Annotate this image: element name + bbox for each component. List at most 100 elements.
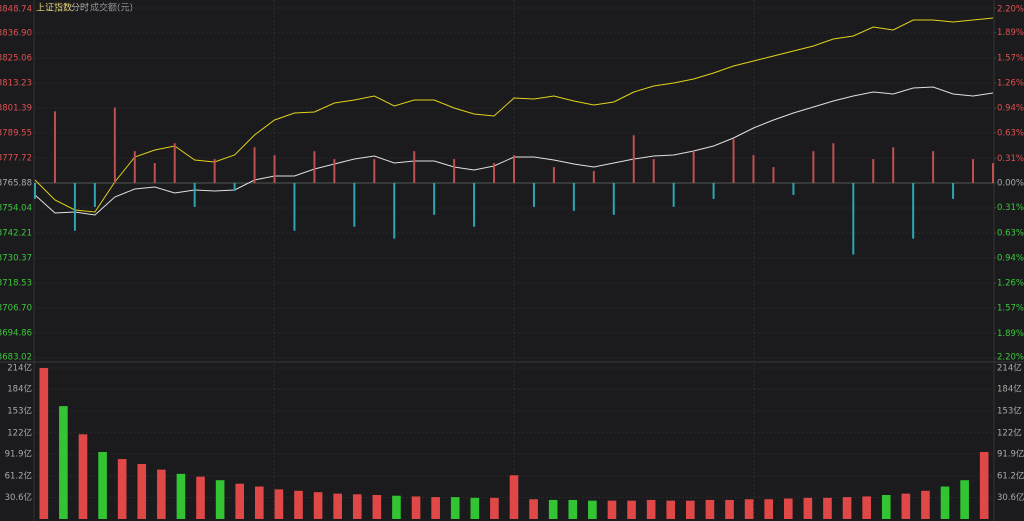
strength-bar [772, 167, 775, 183]
volume-bar [313, 492, 323, 519]
strength-bar [413, 151, 416, 183]
y2-tick-label: 0.31% [997, 203, 1024, 213]
y2-tick-label: 1.89% [997, 28, 1024, 38]
y-tick-label: 3683.02 [0, 353, 32, 363]
y-tick-label-right: 30.6亿 [997, 492, 1024, 503]
volume-bar [98, 451, 107, 519]
strength-bar [393, 183, 396, 239]
volume-bar [509, 475, 519, 519]
y-tick-label: 122亿 [7, 427, 32, 438]
volume-bar [235, 483, 245, 519]
strength-bar [672, 183, 675, 207]
volume-bar [431, 497, 440, 519]
y-tick-label-right: 61.2亿 [997, 470, 1024, 481]
strength-bar [333, 159, 336, 183]
strength-bar [692, 151, 695, 183]
strength-bar [992, 163, 994, 183]
volume-bar [78, 434, 88, 519]
volume-bar [881, 495, 891, 519]
y2-tick-label: 0.00% [997, 179, 1024, 189]
y2-tick-label: 0.94% [997, 104, 1024, 114]
y2-tick-label: 2.20% [997, 353, 1024, 363]
y-tick-label: 30.6亿 [5, 492, 32, 503]
volume-bar [274, 489, 284, 519]
volume-bar [548, 499, 558, 519]
volume-bar [627, 500, 636, 519]
volume-bar [901, 493, 911, 519]
strength-bar [53, 111, 56, 183]
strength-bar [473, 183, 476, 227]
volume-bar [783, 498, 793, 519]
y-tick-label: 3813.23 [0, 78, 32, 88]
y-tick-label: 3836.90 [0, 29, 32, 39]
volume-bar [352, 494, 362, 519]
strength-bar [652, 159, 655, 183]
volume-bar [725, 499, 734, 519]
strength-bar [273, 155, 276, 183]
volume-bar [646, 499, 656, 519]
y-tick-label: 153亿 [7, 406, 32, 417]
y-tick-label-right: 184亿 [997, 384, 1022, 395]
volume-bar [764, 499, 774, 519]
strength-bar [93, 183, 96, 207]
strength-bar [572, 183, 575, 211]
volume-bar [196, 476, 205, 519]
strength-bar [293, 183, 296, 231]
y2-tick-label: 1.26% [997, 78, 1024, 88]
strength-bar [952, 183, 955, 199]
y-tick-label-right: 122亿 [997, 427, 1022, 438]
volume-bar [294, 490, 303, 519]
strength-bar [632, 135, 635, 183]
y2-tick-label: 0.63% [997, 128, 1024, 138]
volume-bar [803, 497, 813, 519]
y-tick-label: 3848.74 [0, 5, 32, 15]
volume-bar [588, 500, 597, 519]
strength-bar [34, 183, 36, 199]
strength-bar [73, 183, 76, 231]
strength-bar [812, 151, 815, 183]
y-tick-label: 3801.39 [0, 104, 32, 114]
strength-bar [732, 139, 735, 183]
volume-bar [823, 497, 832, 519]
volume-bar [411, 496, 421, 519]
y-tick-label: 3765.88 [0, 179, 32, 189]
y-tick-label: 184亿 [7, 384, 32, 395]
strength-bar [532, 183, 535, 207]
volume-bar [392, 495, 401, 519]
volume-bar [529, 499, 538, 519]
strength-bar [513, 155, 515, 183]
y2-tick-label: 0.63% [997, 229, 1024, 239]
strength-bar [932, 151, 935, 183]
volume-bar [842, 497, 852, 519]
time-grid [273, 0, 755, 521]
y-tick-label-right: 214亿 [997, 363, 1022, 374]
volume-bar [607, 500, 617, 519]
volume-bar [450, 497, 460, 519]
y-tick-label: 3718.53 [0, 279, 32, 289]
volume-bar [686, 500, 695, 519]
volume-bar [470, 497, 480, 519]
strength-bar [872, 159, 875, 183]
volume-bar [215, 480, 225, 519]
strength-bar [792, 183, 795, 195]
volume-bar [59, 406, 68, 519]
strength-bar [832, 143, 835, 183]
strength-bar [153, 163, 156, 183]
strength-bar [233, 183, 236, 191]
price-line [34, 17, 994, 213]
strength-bar [852, 183, 855, 255]
y-tick-label: 3789.55 [0, 129, 32, 139]
y-tick-label: 3730.37 [0, 253, 32, 263]
y2-tick-label: 1.57% [997, 303, 1024, 313]
volume-bar [39, 368, 49, 519]
y-tick-label: 3754.04 [0, 204, 32, 214]
strength-bar [752, 155, 755, 183]
y-tick-label: 61.2亿 [5, 470, 32, 481]
volume-bar [490, 497, 499, 519]
volume-bar [333, 493, 342, 519]
volume-bar [568, 499, 578, 519]
mode-tab[interactable]: 分时 [71, 2, 89, 14]
